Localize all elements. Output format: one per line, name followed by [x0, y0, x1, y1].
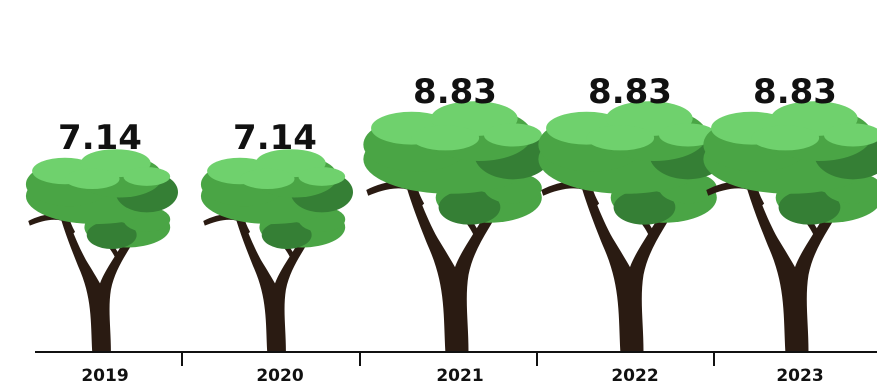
tree-mark-2019 — [25, 149, 178, 352]
value-label: 8.83 — [413, 72, 497, 112]
value-label: 7.14 — [58, 118, 142, 158]
category-labels: 2019 2020 2021 2022 2023 — [81, 366, 823, 385]
tree-marks — [25, 101, 877, 352]
value-labels: 7.14 7.14 8.83 8.83 8.83 — [58, 72, 837, 158]
value-label: 8.83 — [588, 72, 672, 112]
tree-mark-2023 — [703, 101, 877, 352]
category-label: 2023 — [776, 366, 823, 385]
tree-mark-2020 — [200, 149, 353, 352]
category-label: 2022 — [611, 366, 658, 385]
value-label: 7.14 — [233, 118, 317, 158]
category-label: 2019 — [81, 366, 128, 385]
tree-mark-2022 — [538, 101, 727, 352]
category-label: 2020 — [256, 366, 303, 385]
tree-mark-2021 — [363, 101, 552, 352]
x-axis-ticks — [181, 352, 715, 366]
category-label: 2021 — [436, 366, 483, 385]
value-label: 8.83 — [753, 72, 837, 112]
